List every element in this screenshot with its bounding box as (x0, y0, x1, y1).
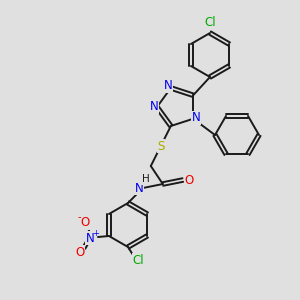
Text: Cl: Cl (204, 16, 216, 28)
Text: S: S (157, 140, 164, 152)
Text: N: N (192, 111, 201, 124)
Text: O: O (75, 245, 85, 259)
Text: Cl: Cl (132, 254, 144, 266)
Text: O: O (80, 217, 90, 230)
Text: N: N (150, 100, 158, 113)
Text: -: - (77, 212, 81, 222)
Text: O: O (184, 173, 194, 187)
Text: N: N (85, 232, 94, 244)
Text: N: N (164, 80, 172, 92)
Text: H: H (142, 174, 150, 184)
Text: +: + (92, 229, 99, 238)
Text: N: N (134, 182, 143, 194)
